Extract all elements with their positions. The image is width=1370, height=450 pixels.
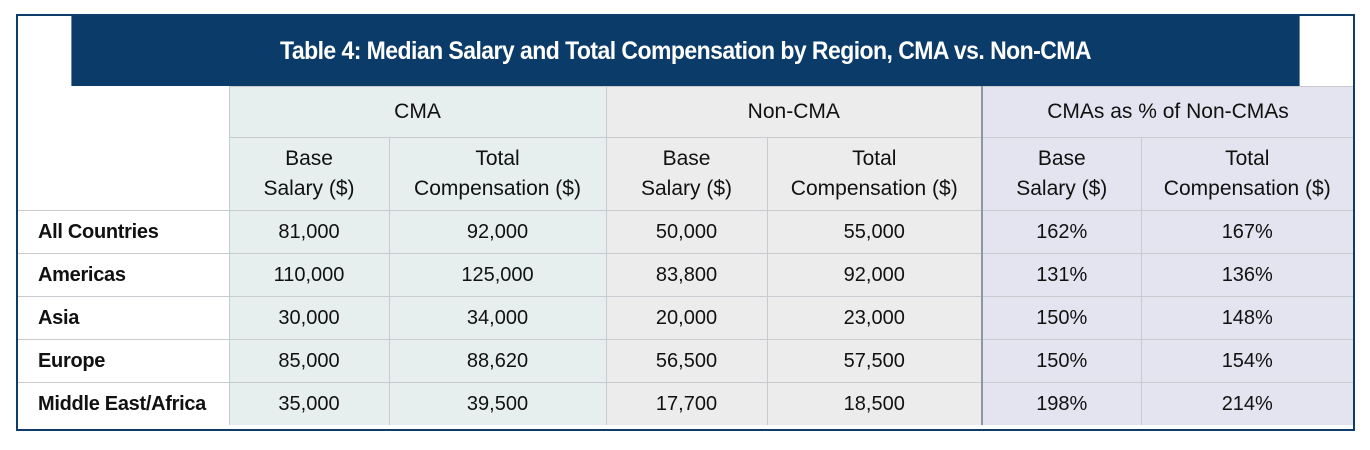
sub-header-line: Salary ($) — [641, 177, 733, 200]
non-cma-total-cell: 23,000 — [766, 296, 983, 340]
pct-total-cell: 148% — [1140, 296, 1353, 340]
cma-total-cell: 88,620 — [388, 339, 607, 383]
table-row: Middle East/Africa 35,000 39,500 17,700 … — [18, 382, 1353, 425]
region-label: All Countries — [18, 210, 230, 254]
region-label: Europe — [18, 339, 230, 383]
cma-total-cell: 92,000 — [388, 210, 607, 254]
table-title: Table 4: Median Salary and Total Compens… — [71, 16, 1300, 86]
sub-header-line: Total — [475, 147, 520, 170]
non-cma-total-cell: 55,000 — [766, 210, 983, 254]
cma-base-cell: 30,000 — [228, 296, 390, 340]
sub-header-cma-base: Base Salary ($) — [229, 137, 390, 211]
non-cma-base-cell: 83,800 — [605, 253, 768, 297]
pct-total-cell: 136% — [1140, 253, 1353, 297]
sub-header-line: Base — [1037, 147, 1086, 170]
pct-base-cell: 162% — [981, 210, 1142, 254]
corner-cell — [18, 86, 230, 211]
table-row: Americas 110,000 125,000 83,800 92,000 1… — [18, 253, 1353, 297]
pct-base-cell: 131% — [981, 253, 1142, 297]
group-header-cma: CMA — [228, 86, 607, 138]
cma-total-cell: 125,000 — [388, 253, 607, 297]
sub-header-pct-base: Base Salary ($) — [981, 137, 1142, 211]
sub-header-cma-total: Total Compensation ($) — [388, 137, 607, 211]
group-header-cma-pct: CMAs as % of Non-CMAs — [981, 86, 1353, 138]
region-label: Americas — [18, 253, 230, 297]
cma-base-cell: 81,000 — [228, 210, 390, 254]
region-label: Asia — [18, 296, 230, 340]
sub-header-line: Salary ($) — [263, 177, 355, 200]
region-label: Middle East/Africa — [18, 382, 230, 425]
non-cma-base-cell: 50,000 — [605, 210, 768, 254]
sub-header-line: Base — [662, 147, 711, 170]
non-cma-total-cell: 92,000 — [766, 253, 983, 297]
sub-header-line: Salary ($) — [1016, 177, 1108, 200]
pct-total-cell: 214% — [1140, 382, 1353, 425]
group-header-row: CMA Non-CMA CMAs as % of Non-CMAs — [18, 86, 1353, 211]
sub-header-non-cma-base: Base Salary ($) — [605, 137, 768, 211]
cma-base-cell: 110,000 — [228, 253, 390, 297]
pct-base-cell: 150% — [981, 339, 1142, 383]
sub-header-line: Total — [1225, 147, 1270, 170]
sub-header-pct-total: Total Compensation ($) — [1140, 137, 1353, 211]
pct-total-cell: 167% — [1140, 210, 1353, 254]
sub-header-line: Compensation ($) — [1163, 177, 1331, 200]
group-header-non-cma: Non-CMA — [605, 86, 983, 138]
pct-total-cell: 154% — [1140, 339, 1353, 383]
data-table: CMA Non-CMA CMAs as % of Non-CMAs Base S… — [18, 86, 1353, 425]
pct-base-cell: 150% — [981, 296, 1142, 340]
sub-header-line: Total — [852, 147, 897, 170]
non-cma-total-cell: 57,500 — [766, 339, 983, 383]
pct-base-cell: 198% — [981, 382, 1142, 425]
non-cma-base-cell: 20,000 — [605, 296, 768, 340]
table-row: Europe 85,000 88,620 56,500 57,500 150% … — [18, 339, 1353, 383]
sub-header-line: Compensation ($) — [790, 177, 958, 200]
non-cma-base-cell: 17,700 — [605, 382, 768, 425]
non-cma-base-cell: 56,500 — [605, 339, 768, 383]
cma-base-cell: 35,000 — [228, 382, 390, 425]
sub-header-row: Base Salary ($) Total Compensation ($) B… — [18, 137, 1353, 211]
cma-total-cell: 34,000 — [388, 296, 607, 340]
compensation-table: Table 4: Median Salary and Total Compens… — [16, 14, 1355, 431]
table-row: All Countries 81,000 92,000 50,000 55,00… — [18, 210, 1353, 254]
cma-total-cell: 39,500 — [388, 382, 607, 425]
sub-header-non-cma-total: Total Compensation ($) — [766, 137, 983, 211]
cma-base-cell: 85,000 — [228, 339, 390, 383]
non-cma-total-cell: 18,500 — [766, 382, 983, 425]
table-row: Asia 30,000 34,000 20,000 23,000 150% 14… — [18, 296, 1353, 340]
sub-header-line: Base — [285, 147, 333, 170]
sub-header-line: Compensation ($) — [414, 177, 581, 200]
